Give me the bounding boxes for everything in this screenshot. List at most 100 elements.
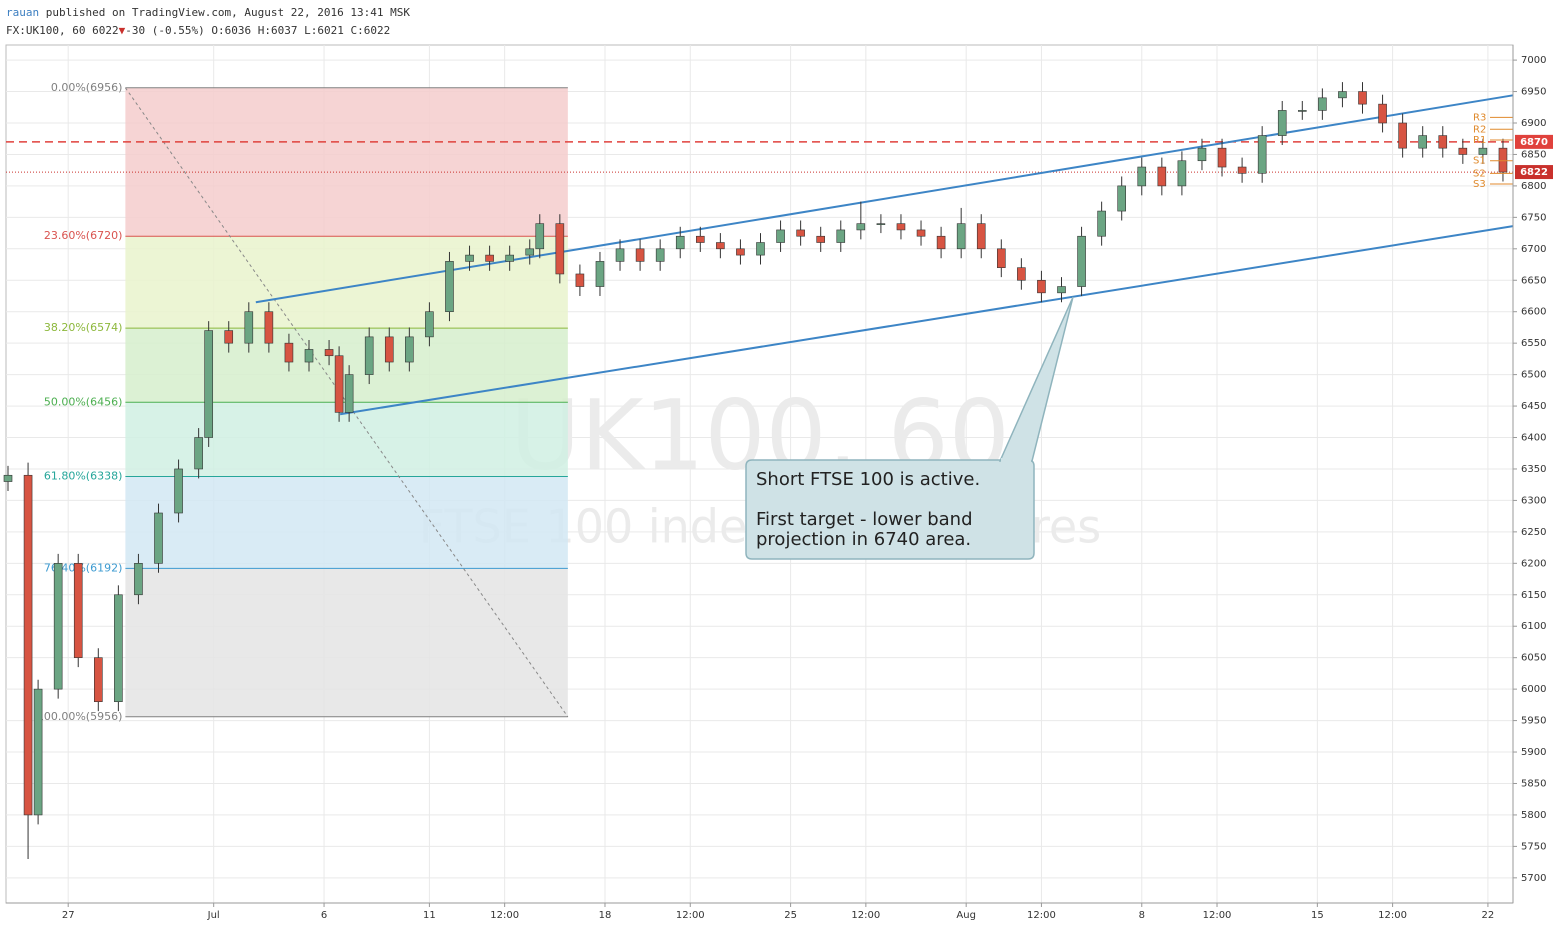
- x-tick-label: 15: [1311, 910, 1324, 921]
- candle-body: [445, 261, 454, 313]
- candle-body: [1277, 110, 1287, 136]
- x-tick-label: 12:00: [676, 910, 705, 921]
- candle-body: [856, 223, 866, 231]
- candle-body: [1157, 166, 1167, 187]
- candle-body: [384, 336, 394, 363]
- x-tick-label: 27: [62, 910, 75, 921]
- candle-body: [73, 563, 83, 658]
- callout-text: First target - lower band: [756, 509, 973, 530]
- ohlc-c: C:6022: [350, 24, 391, 37]
- callout-pointer-join: [1001, 458, 1031, 464]
- callout-text: projection in 6740 area.: [756, 529, 971, 550]
- y-tick-label: 5850: [1521, 778, 1546, 789]
- candle-body: [344, 374, 354, 413]
- x-tick-label: 12:00: [1378, 910, 1407, 921]
- candle-body: [1197, 147, 1207, 162]
- pivot-label: S3: [1473, 179, 1486, 190]
- candle-body: [1217, 147, 1227, 168]
- candle-body: [334, 355, 344, 413]
- candle-body: [304, 349, 314, 363]
- x-tick-label: 18: [599, 910, 612, 921]
- y-tick-label: 7000: [1521, 55, 1546, 66]
- x-tick-label: 6: [321, 910, 327, 921]
- y-tick-label: 6600: [1521, 307, 1546, 318]
- candle-body: [716, 242, 725, 250]
- fib-zone: [125, 87, 568, 237]
- price-tag-label: 6822: [1520, 167, 1548, 178]
- candle-body: [33, 688, 43, 816]
- quote-line: FX:UK100, 60 6022▼-30 (-0.55%) O:6036 H:…: [6, 24, 390, 37]
- fib-label: 100.00%(5956): [37, 710, 123, 723]
- candle-body: [174, 468, 183, 514]
- candle-body: [695, 235, 705, 243]
- x-tick-label: 11: [423, 910, 436, 921]
- pivot-label: S2: [1473, 168, 1486, 179]
- published: published on TradingView.com, August 22,…: [45, 6, 410, 19]
- y-tick-label: 6900: [1521, 118, 1546, 129]
- candle-body: [94, 657, 103, 703]
- x-tick-label: 12:00: [1203, 910, 1232, 921]
- candle-body: [204, 330, 213, 438]
- quote: FX:UK100, 60 6022: [6, 24, 119, 37]
- down-arrow: ▼: [118, 24, 126, 37]
- candle-body: [224, 330, 234, 344]
- candle-body: [1017, 267, 1026, 281]
- x-tick-label: 22: [1482, 910, 1495, 921]
- pivot-label: R1: [1473, 135, 1486, 146]
- candle-body: [264, 311, 274, 344]
- y-tick-label: 6650: [1521, 275, 1546, 286]
- candle-body: [284, 342, 294, 363]
- candle-body: [1498, 147, 1508, 173]
- candle-body: [1358, 91, 1367, 105]
- candle-body: [816, 235, 826, 243]
- author[interactable]: rauan: [6, 6, 40, 19]
- candle-body: [996, 248, 1006, 268]
- candle-body: [796, 229, 805, 237]
- candle-body: [936, 235, 946, 250]
- candle-body: [756, 242, 765, 256]
- fib-zone: [125, 236, 568, 329]
- fib-label: 0.00%(6956): [51, 81, 123, 94]
- y-tick-label: 6200: [1521, 558, 1546, 569]
- candle-body: [1378, 103, 1387, 124]
- candle-body: [1077, 235, 1086, 287]
- candle-body: [114, 594, 123, 703]
- y-tick-label: 5700: [1521, 873, 1546, 884]
- y-tick-label: 6850: [1521, 149, 1546, 160]
- ohlc-h: H:6037: [257, 24, 298, 37]
- candle-body: [635, 248, 645, 262]
- candle-body: [1177, 160, 1187, 187]
- candle-body: [675, 235, 685, 250]
- trend-line: [339, 225, 1514, 416]
- candle-body: [465, 254, 474, 262]
- candle-body: [1057, 286, 1066, 294]
- candle-body: [555, 223, 565, 275]
- candle-body: [836, 229, 846, 243]
- candle-body: [615, 248, 625, 262]
- publish-line: rauan published on TradingView.com, Augu…: [6, 6, 410, 19]
- candle-body: [194, 437, 203, 470]
- candle-body: [1318, 97, 1327, 111]
- candle-body: [324, 349, 334, 357]
- candle-body: [3, 474, 13, 482]
- x-tick-label: 8: [1139, 910, 1145, 921]
- candle-body: [1237, 166, 1247, 174]
- candle-body: [1137, 166, 1147, 187]
- candle-body: [575, 273, 585, 287]
- candle-body: [876, 223, 886, 225]
- candle-body: [1418, 135, 1427, 149]
- candle-body: [776, 229, 785, 243]
- y-tick-label: 6000: [1521, 684, 1546, 695]
- y-tick-label: 6150: [1521, 590, 1546, 601]
- y-tick-label: 5950: [1521, 716, 1546, 727]
- candle-body: [244, 311, 254, 344]
- x-tick-label: 12:00: [851, 910, 880, 921]
- candle-body: [535, 223, 545, 250]
- trend-line: [255, 94, 1514, 304]
- x-tick-label: Jul: [207, 910, 220, 921]
- candle-body: [736, 248, 745, 256]
- x-tick-label: Aug: [956, 910, 976, 921]
- pivot-label: S1: [1473, 156, 1486, 167]
- candle-body: [1257, 135, 1267, 174]
